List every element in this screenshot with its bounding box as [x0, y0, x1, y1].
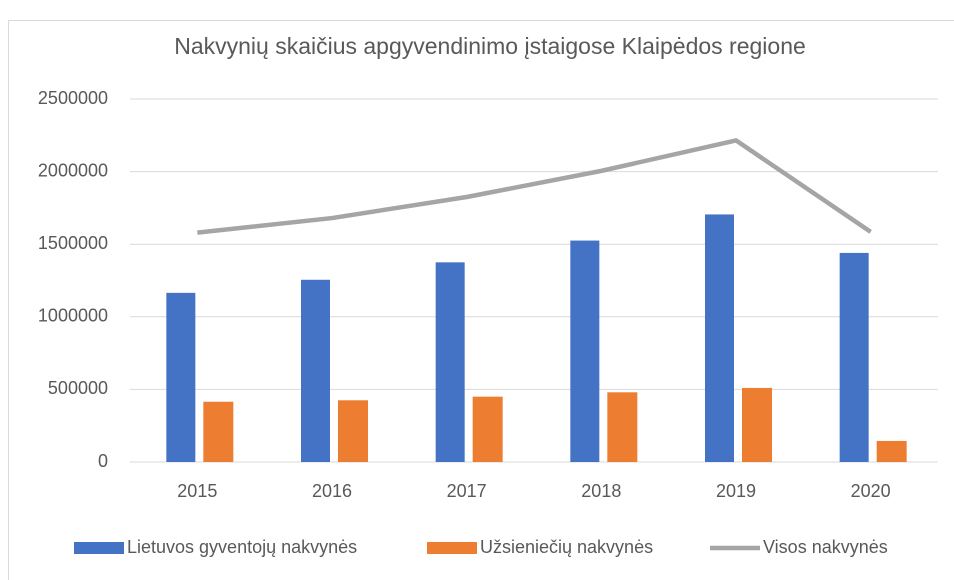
x-tick-label: 2016 — [312, 481, 352, 501]
x-tick-label: 2017 — [447, 481, 487, 501]
bar — [166, 292, 196, 462]
y-tick-label: 500000 — [48, 378, 108, 398]
bar — [607, 392, 638, 462]
x-tick-label: 2018 — [581, 481, 621, 501]
y-tick-label: 0 — [98, 451, 108, 471]
x-tick-label: 2020 — [851, 481, 891, 501]
bar — [705, 214, 734, 462]
bar — [203, 401, 234, 462]
legend-label: Visos nakvynės — [763, 537, 888, 557]
bar — [435, 262, 465, 462]
y-tick-label: 1500000 — [38, 233, 108, 253]
x-tick-label: 2015 — [177, 481, 217, 501]
y-tick-label: 1000000 — [38, 306, 108, 326]
legend-label: Užsieniečių nakvynės — [480, 537, 653, 557]
x-tick-label: 2019 — [716, 481, 756, 501]
bar — [570, 240, 600, 462]
y-tick-label: 2000000 — [38, 160, 108, 180]
bar — [301, 279, 330, 462]
bar — [876, 440, 907, 462]
bar — [742, 387, 772, 462]
line-series — [197, 138, 872, 235]
chart-frame — [8, 20, 954, 580]
chart-title: Nakvynių skaičius apgyvendinimo įstaigos… — [174, 33, 806, 59]
legend-label: Lietuvos gyventojų nakvynės — [127, 537, 357, 557]
bar — [839, 252, 869, 462]
bar — [472, 396, 503, 462]
bar — [338, 400, 368, 462]
y-tick-label: 2500000 — [38, 88, 108, 108]
legend-swatch — [427, 542, 477, 554]
legend-swatch — [74, 542, 124, 554]
